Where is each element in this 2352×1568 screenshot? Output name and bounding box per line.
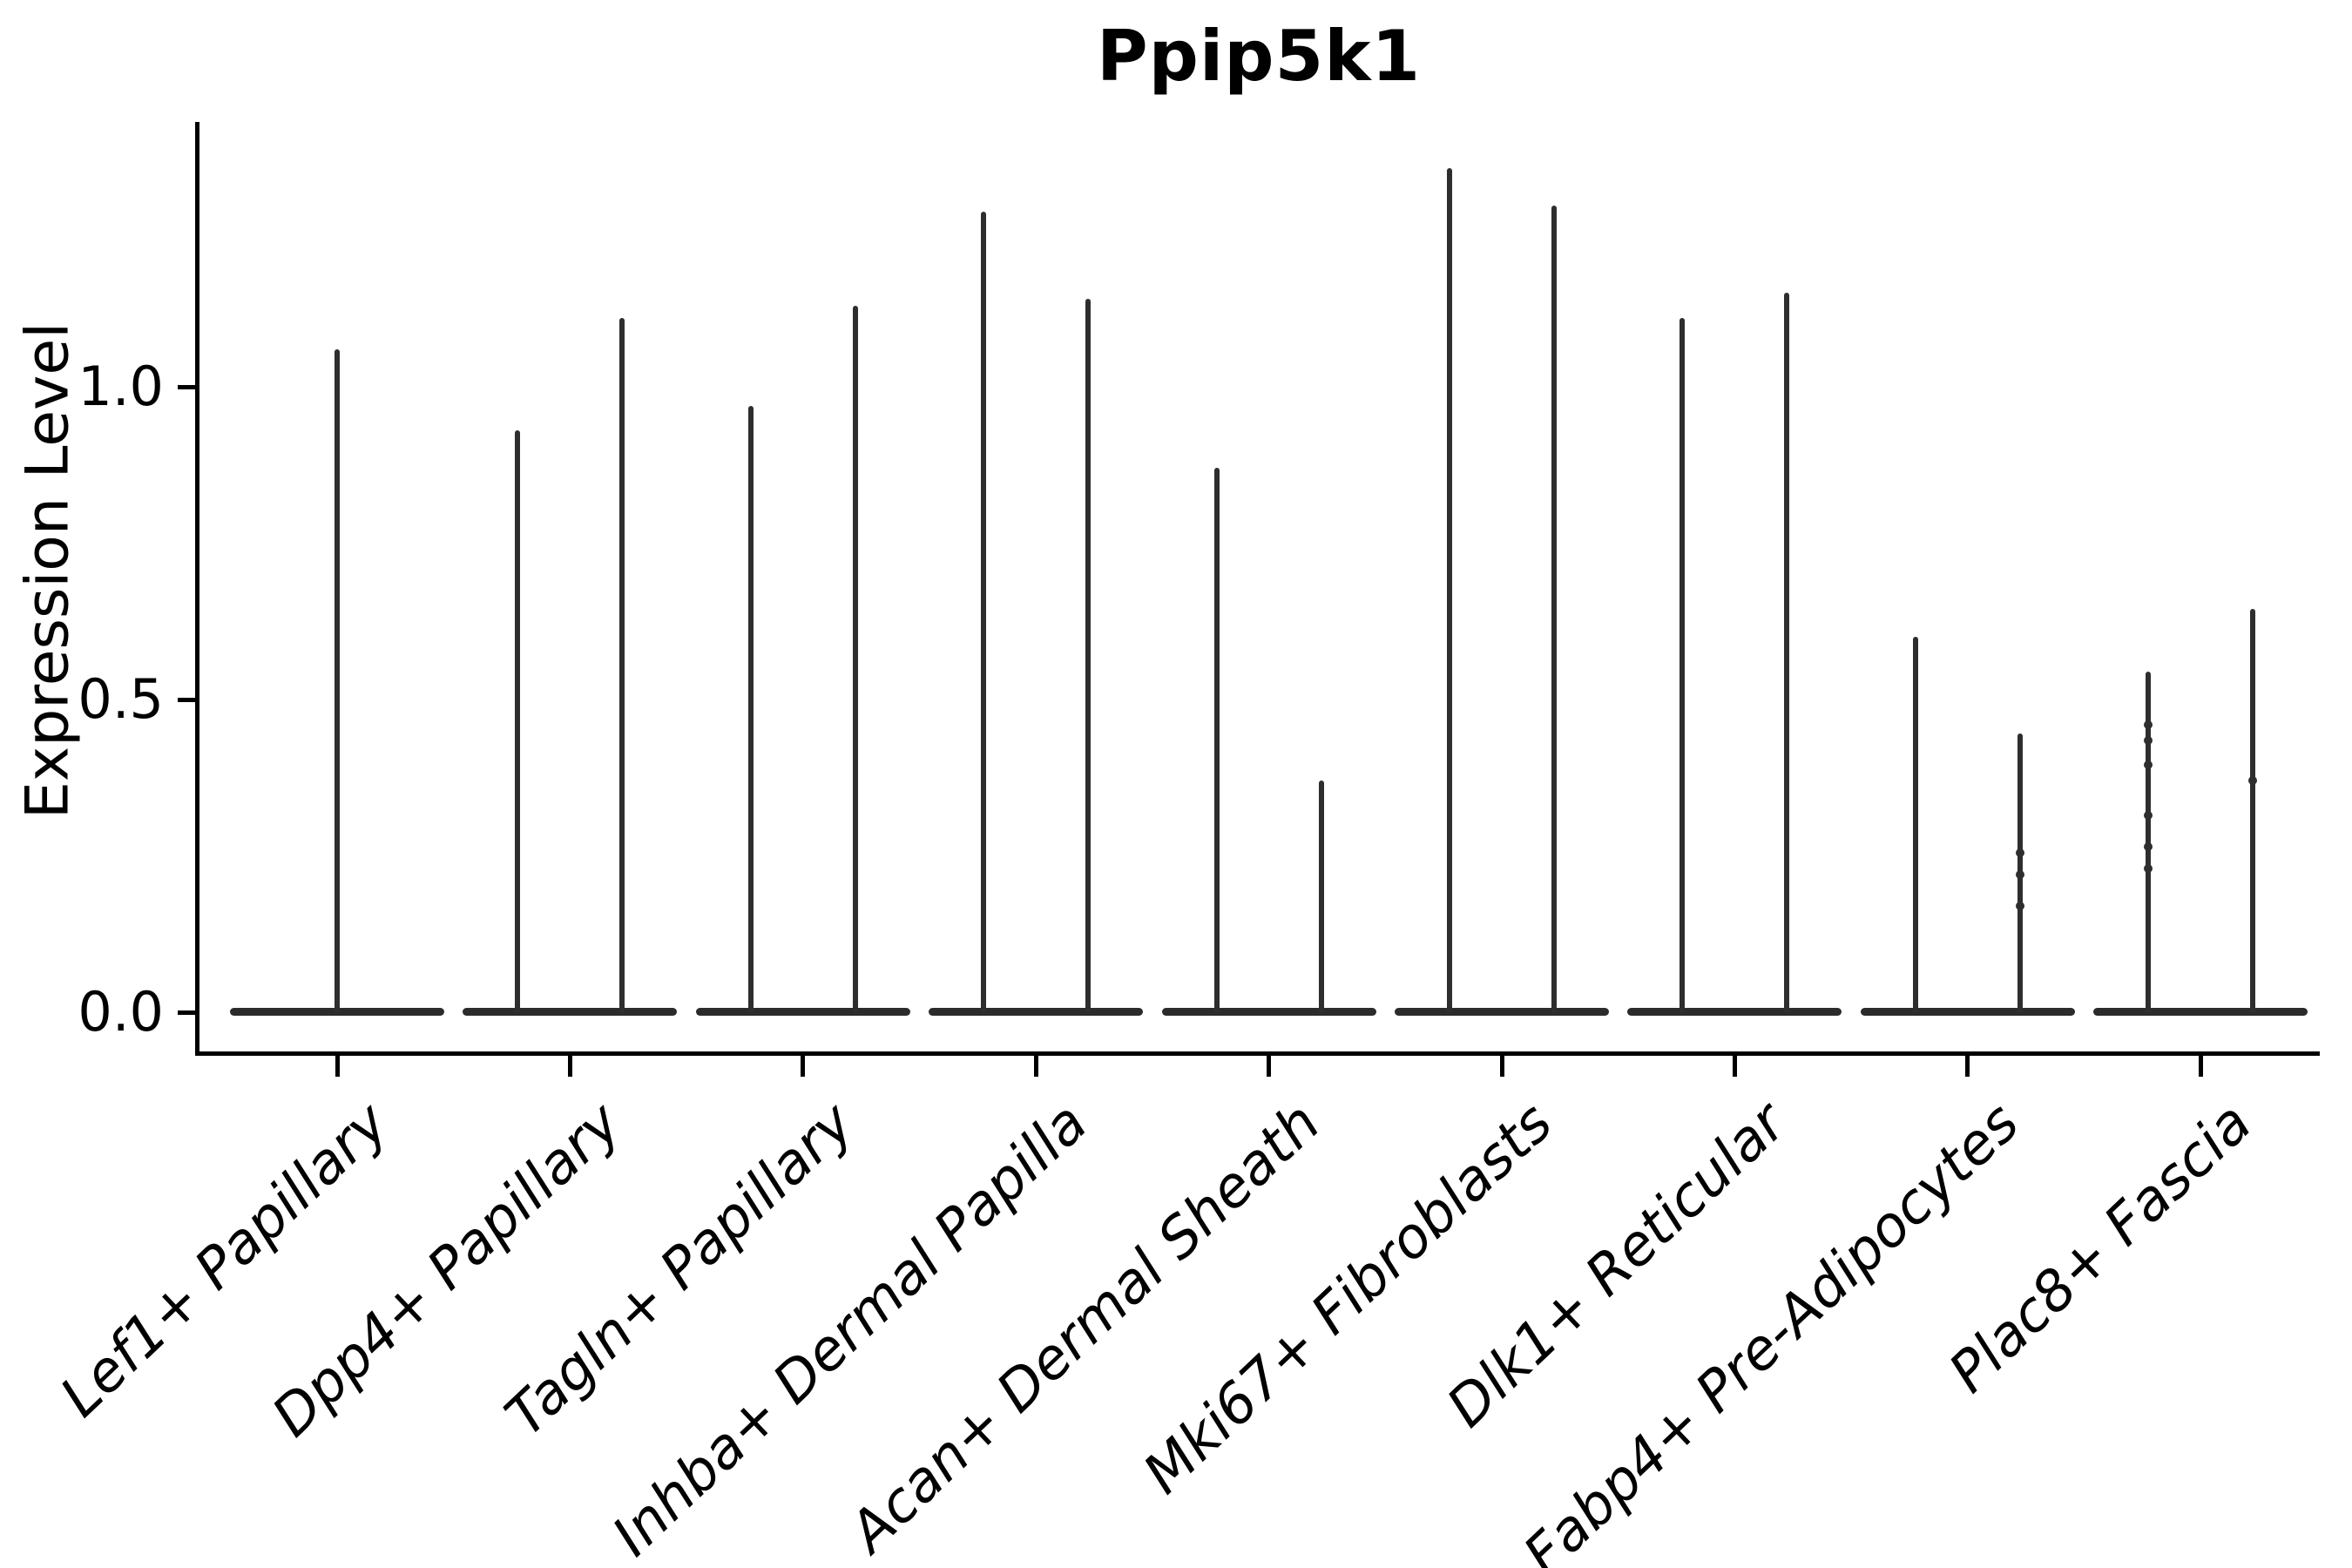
violin-dot-8-0-4 bbox=[2144, 841, 2153, 851]
violin-dot-7-1-1 bbox=[2015, 870, 2024, 880]
y-axis-spine bbox=[195, 122, 199, 1056]
violin-dot-8-0-3 bbox=[2144, 810, 2153, 820]
x-tick-mark-1 bbox=[567, 1056, 572, 1077]
violin-dot-8-1-0 bbox=[2248, 776, 2258, 786]
violin-dot-7-1-2 bbox=[2015, 901, 2024, 910]
violin-spike-6-1 bbox=[1784, 293, 1790, 1012]
violin-spike-2-1 bbox=[852, 305, 858, 1012]
violin-dot-8-0-2 bbox=[2144, 760, 2153, 770]
x-tick-mark-4 bbox=[1267, 1056, 1272, 1077]
violin-spike-1-1 bbox=[619, 318, 625, 1012]
violin-base-8 bbox=[2093, 1008, 2308, 1016]
violin-spike-8-1 bbox=[2250, 608, 2256, 1012]
y-tick-label-0.0: 0.0 bbox=[78, 980, 164, 1044]
x-axis-spine bbox=[195, 1051, 2320, 1056]
violin-dot-8-0-1 bbox=[2144, 735, 2153, 745]
violin-base-1 bbox=[463, 1008, 678, 1016]
violin-spike-1-0 bbox=[515, 430, 521, 1012]
y-tick-mark-0.0 bbox=[178, 1010, 198, 1015]
y-tick-mark-1.0 bbox=[178, 385, 198, 389]
violin-spike-4-1 bbox=[1318, 781, 1324, 1012]
x-tick-mark-2 bbox=[801, 1056, 806, 1077]
violin-spike-7-0 bbox=[1912, 637, 1918, 1012]
violin-spike-5-0 bbox=[1447, 167, 1452, 1012]
x-tick-mark-3 bbox=[1033, 1056, 1038, 1077]
violin-dot-7-1-0 bbox=[2015, 848, 2024, 857]
violin-dot-8-0-5 bbox=[2144, 863, 2153, 873]
violin-spike-5-1 bbox=[1551, 205, 1557, 1012]
violin-dot-8-0-0 bbox=[2144, 720, 2153, 729]
x-tick-label-3: Inhba+ Dermal Papilla bbox=[600, 1091, 1100, 1568]
violin-spike-2-0 bbox=[747, 405, 754, 1012]
violin-spike-6-0 bbox=[1680, 318, 1686, 1012]
y-tick-label-1.0: 1.0 bbox=[78, 355, 164, 418]
violin-spike-3-0 bbox=[981, 211, 987, 1012]
violin-spike-4-0 bbox=[1213, 468, 1220, 1012]
violin-base-5 bbox=[1395, 1008, 1609, 1016]
x-tick-mark-0 bbox=[335, 1056, 340, 1077]
chart-title: Ppip5k1 bbox=[1096, 16, 1422, 97]
violin-spike-3-1 bbox=[1085, 299, 1092, 1012]
violin-spike-0-0 bbox=[335, 348, 340, 1012]
x-tick-label-4: Acan+ Dermal Sheath bbox=[837, 1091, 1333, 1565]
y-tick-label-0.5: 0.5 bbox=[78, 667, 164, 731]
x-tick-label-5: Mki67+ Fibroblasts bbox=[1132, 1091, 1565, 1507]
y-tick-mark-0.5 bbox=[178, 698, 198, 702]
violin-base-6 bbox=[1627, 1008, 1842, 1016]
x-tick-mark-7 bbox=[1965, 1056, 1970, 1077]
violin-base-7 bbox=[1860, 1008, 2075, 1016]
violin-base-3 bbox=[929, 1008, 1144, 1016]
x-tick-mark-5 bbox=[1499, 1056, 1504, 1077]
x-tick-mark-8 bbox=[2198, 1056, 2203, 1077]
x-tick-mark-6 bbox=[1732, 1056, 1737, 1077]
violin-base-4 bbox=[1161, 1008, 1376, 1016]
violin-base-2 bbox=[695, 1008, 910, 1016]
violin-spike-8-0 bbox=[2146, 671, 2152, 1012]
